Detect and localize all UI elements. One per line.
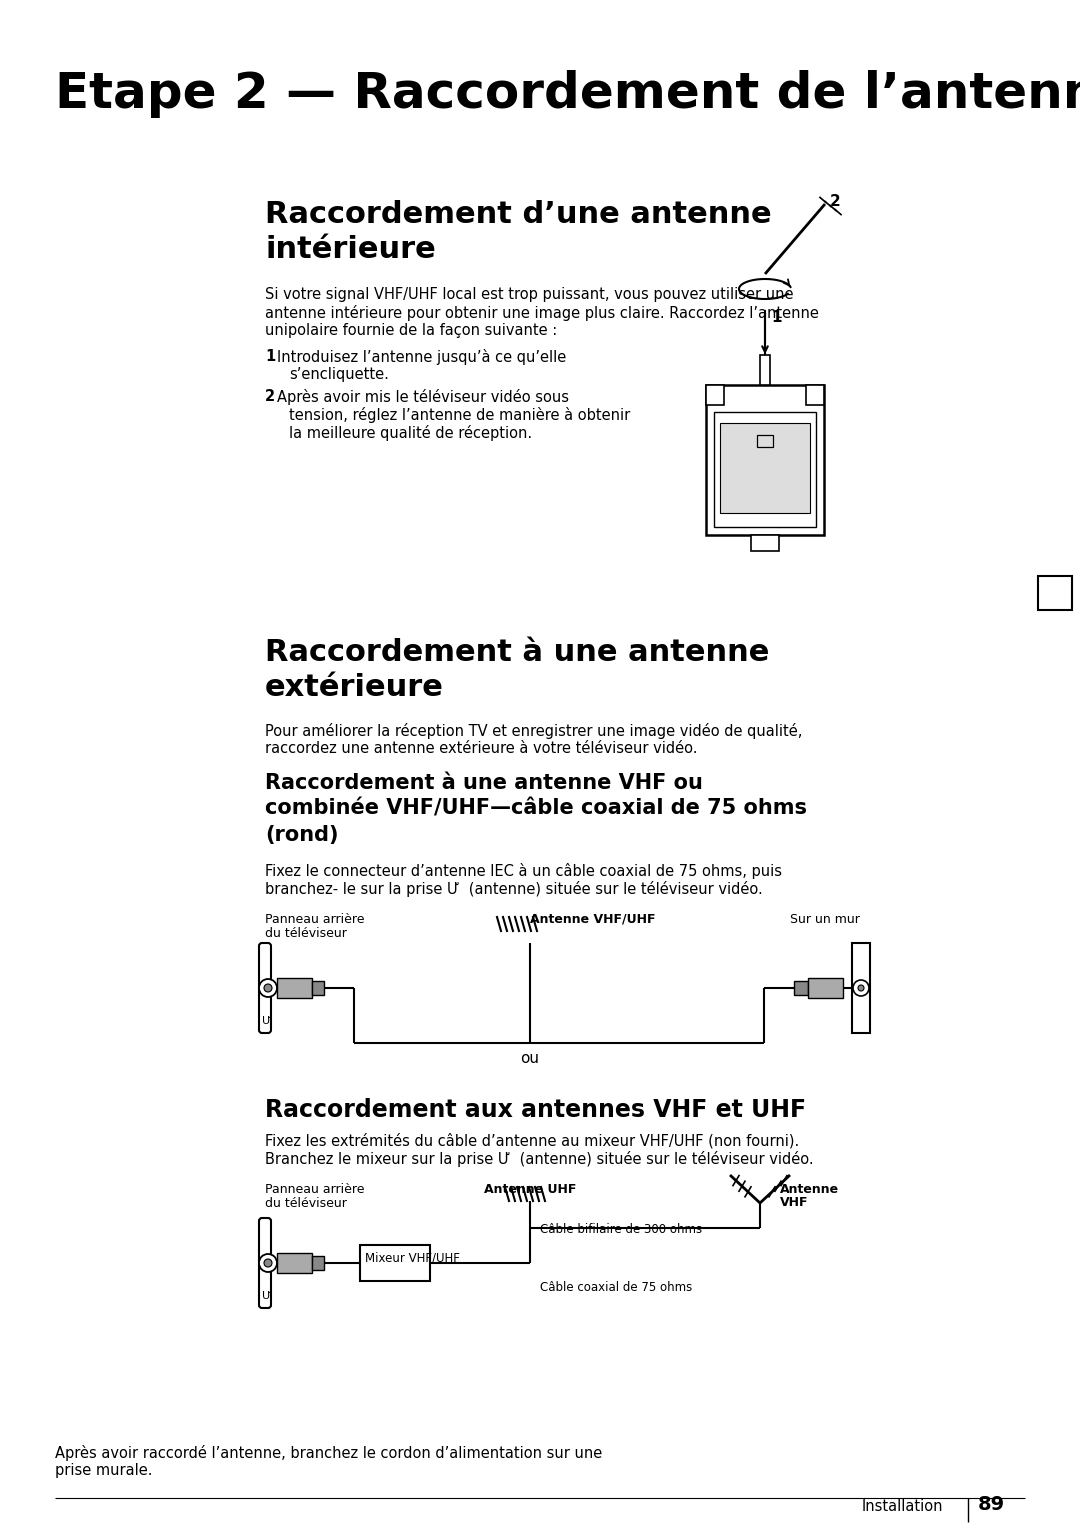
Text: Pour améliorer la réception TV et enregistrer une image vidéo de qualité,: Pour améliorer la réception TV et enregi…	[265, 723, 802, 740]
Text: du téléviseur: du téléviseur	[265, 1196, 347, 1210]
Text: du téléviseur: du téléviseur	[265, 927, 347, 940]
Text: intérieure: intérieure	[265, 235, 435, 264]
Text: Antenne VHF/UHF: Antenne VHF/UHF	[530, 914, 656, 926]
Text: Câble coaxial de 75 ohms: Câble coaxial de 75 ohms	[540, 1280, 692, 1294]
Text: extérieure: extérieure	[265, 672, 444, 701]
Text: Raccordement à une antenne VHF ou: Raccordement à une antenne VHF ou	[265, 773, 703, 793]
Text: F: F	[1049, 587, 1062, 605]
Text: Antenne UHF: Antenne UHF	[484, 1183, 577, 1196]
Text: Raccordement aux antennes VHF et UHF: Raccordement aux antennes VHF et UHF	[265, 1099, 806, 1122]
FancyBboxPatch shape	[259, 943, 271, 1033]
Bar	[751, 535, 779, 552]
Text: Après avoir raccordé l’antenne, branchez le cordon d’alimentation sur une: Après avoir raccordé l’antenne, branchez…	[55, 1445, 603, 1461]
Text: branchez- le sur la prise Ư  (antenne) située sur le téléviseur vidéo.: branchez- le sur la prise Ư (antenne) si…	[265, 882, 762, 897]
Bar	[706, 385, 824, 535]
Circle shape	[259, 979, 276, 996]
Bar	[706, 385, 724, 405]
Text: Sur un mur: Sur un mur	[789, 914, 860, 926]
Text: Raccordement d’une antenne: Raccordement d’une antenne	[265, 200, 771, 229]
Bar	[794, 981, 808, 995]
Text: unipolaire fournie de la façon suivante :: unipolaire fournie de la façon suivante …	[265, 322, 557, 338]
Text: 89: 89	[978, 1494, 1005, 1514]
Text: la meilleure qualité de réception.: la meilleure qualité de réception.	[289, 425, 532, 442]
Bar	[808, 978, 843, 998]
Text: Raccordement à une antenne: Raccordement à une antenne	[265, 639, 769, 668]
Bar	[760, 354, 770, 385]
Text: Ư: Ư	[262, 1016, 272, 1025]
Bar	[757, 435, 773, 448]
Bar	[720, 423, 810, 513]
Text: Câble bifilaire de 300 ohms: Câble bifilaire de 300 ohms	[540, 1222, 702, 1236]
Bar	[806, 385, 824, 405]
Text: s’encliquette.: s’encliquette.	[289, 367, 389, 382]
Text: Introduisez l’antenne jusqu’à ce qu’elle: Introduisez l’antenne jusqu’à ce qu’elle	[276, 348, 566, 365]
Text: Fixez les extrémités du câble d’antenne au mixeur VHF/UHF (non fourni).: Fixez les extrémités du câble d’antenne …	[265, 1132, 799, 1149]
Text: prise murale.: prise murale.	[55, 1462, 152, 1478]
Circle shape	[264, 1259, 272, 1267]
FancyBboxPatch shape	[259, 1218, 271, 1308]
Text: Ư: Ư	[262, 1291, 272, 1300]
Text: raccordez une antenne extérieure à votre téléviseur vidéo.: raccordez une antenne extérieure à votre…	[265, 741, 698, 756]
Text: combinée VHF/UHF—câble coaxial de 75 ohms: combinée VHF/UHF—câble coaxial de 75 ohm…	[265, 799, 807, 819]
Text: tension, réglez l’antenne de manière à obtenir: tension, réglez l’antenne de manière à o…	[289, 406, 631, 423]
Text: Fixez le connecteur d’antenne IEC à un câble coaxial de 75 ohms, puis: Fixez le connecteur d’antenne IEC à un c…	[265, 863, 782, 879]
Circle shape	[259, 1254, 276, 1271]
Bar	[852, 943, 870, 1033]
Text: antenne intérieure pour obtenir une image plus claire. Raccordez l’antenne: antenne intérieure pour obtenir une imag…	[265, 306, 819, 321]
Text: Si votre signal VHF/UHF local est trop puissant, vous pouvez utiliser une: Si votre signal VHF/UHF local est trop p…	[265, 287, 794, 303]
Text: (rond): (rond)	[265, 825, 338, 845]
Text: Panneau arrière: Panneau arrière	[265, 1183, 365, 1196]
Text: 1: 1	[771, 310, 782, 325]
Bar	[276, 1253, 312, 1273]
Text: Antenne: Antenne	[780, 1183, 839, 1196]
Bar	[360, 1245, 430, 1280]
Text: Après avoir mis le téléviseur vidéo sous: Après avoir mis le téléviseur vidéo sous	[276, 390, 569, 405]
Circle shape	[264, 984, 272, 992]
Text: 2: 2	[831, 194, 840, 208]
Text: ou: ou	[521, 1051, 540, 1067]
Circle shape	[858, 986, 864, 992]
Bar	[276, 978, 312, 998]
Bar	[312, 1256, 324, 1270]
Text: Installation: Installation	[862, 1499, 944, 1514]
Circle shape	[853, 979, 869, 996]
Bar	[714, 413, 816, 527]
Text: 1: 1	[265, 348, 275, 364]
Text: Panneau arrière: Panneau arrière	[265, 914, 365, 926]
Text: 2: 2	[265, 390, 275, 403]
Bar	[312, 981, 324, 995]
Text: Mixeur VHF/UHF: Mixeur VHF/UHF	[365, 1251, 460, 1265]
Text: Etape 2 — Raccordement de l’antenne: Etape 2 — Raccordement de l’antenne	[55, 70, 1080, 118]
Bar	[1038, 576, 1072, 610]
Text: Branchez le mixeur sur la prise Ư  (antenne) située sur le téléviseur vidéo.: Branchez le mixeur sur la prise Ư (anten…	[265, 1151, 813, 1167]
Text: VHF: VHF	[780, 1196, 809, 1209]
